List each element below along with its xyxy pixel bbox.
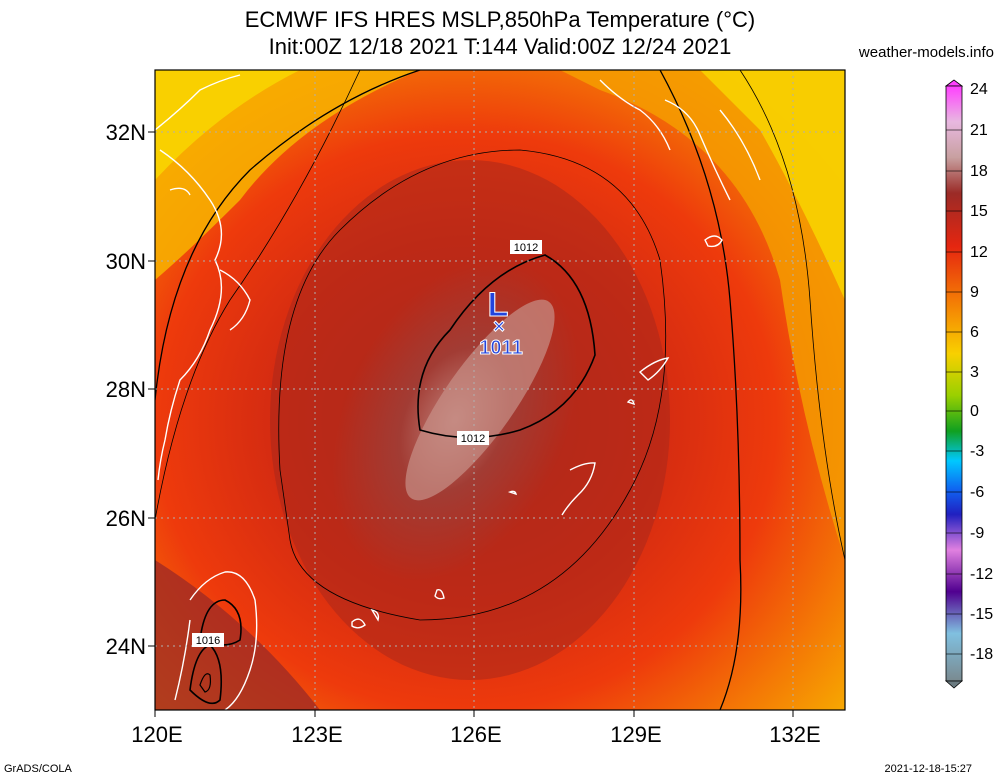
axis-ticks [148,131,794,717]
colorbar-label: -18 [970,646,993,663]
colorbar-label: 3 [970,364,979,381]
colorbar-label: -12 [970,566,993,583]
colorbar-label: 0 [970,403,979,420]
colorbar-label: 21 [970,122,988,139]
lon-label-129e: 129E [610,722,661,747]
colorbar-label: 18 [970,163,988,180]
colorbar-label: -9 [970,525,984,542]
software-credit: GrADS/COLA [4,763,72,775]
colorbar-label: -15 [970,606,993,623]
lat-label-30n: 30N [106,249,146,274]
lon-label-120e: 120E [131,722,182,747]
isobar-label-1016: 1016 [196,635,220,647]
lat-label-28n: 28N [106,377,146,402]
lat-label-32n: 32N [106,120,146,145]
colorbar-label: -3 [970,443,984,460]
lon-label-126e: 126E [450,722,501,747]
grid [155,70,845,710]
map-frame [154,69,846,711]
coastlines [155,74,761,710]
temperature-field [155,70,845,710]
site-credit: weather-models.info [858,44,994,61]
map-subtitle: Init:00Z 12/18 2021 T:144 Valid:00Z 12/2… [268,34,732,59]
colorbar-label: 12 [970,244,988,261]
lat-label-26n: 26N [106,506,146,531]
low-pressure-center: L × 1011 [479,286,523,360]
colorbar-label: 6 [970,324,979,341]
isobar-label-1012-south: 1012 [461,433,485,445]
colorbar: 24 21 18 15 12 9 6 3 0 -3 -6 -9 -12 -15 … [944,79,993,689]
colorbar-label: 15 [970,203,988,220]
lat-label-24n: 24N [106,634,146,659]
lon-label-123e: 123E [291,722,342,747]
colorbar-label: 9 [970,284,979,301]
colorbar-label: 24 [970,81,988,98]
isobar-label-1012-north: 1012 [514,242,538,254]
low-marker-icon: × [493,316,505,338]
low-symbol: L [488,286,509,324]
colorbar-label: -6 [970,484,984,501]
map-title: ECMWF IFS HRES MSLP,850hPa Temperature (… [244,7,756,32]
generated-timestamp: 2021-12-18-15:27 [884,763,972,775]
lon-label-132e: 132E [769,722,820,747]
low-value: 1011 [479,337,522,359]
